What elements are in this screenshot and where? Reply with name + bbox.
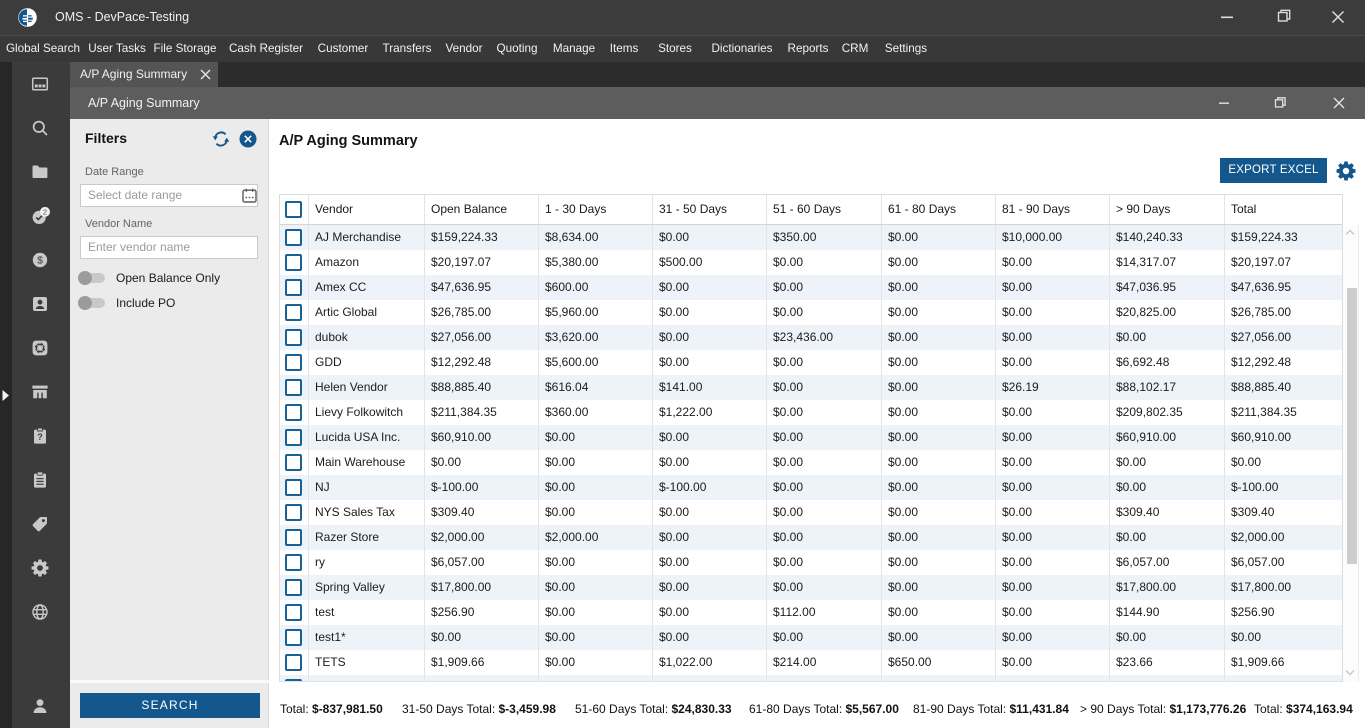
svg-text:$: $ bbox=[37, 255, 43, 267]
svg-text:?: ? bbox=[37, 432, 43, 442]
svg-text:2: 2 bbox=[43, 208, 47, 217]
